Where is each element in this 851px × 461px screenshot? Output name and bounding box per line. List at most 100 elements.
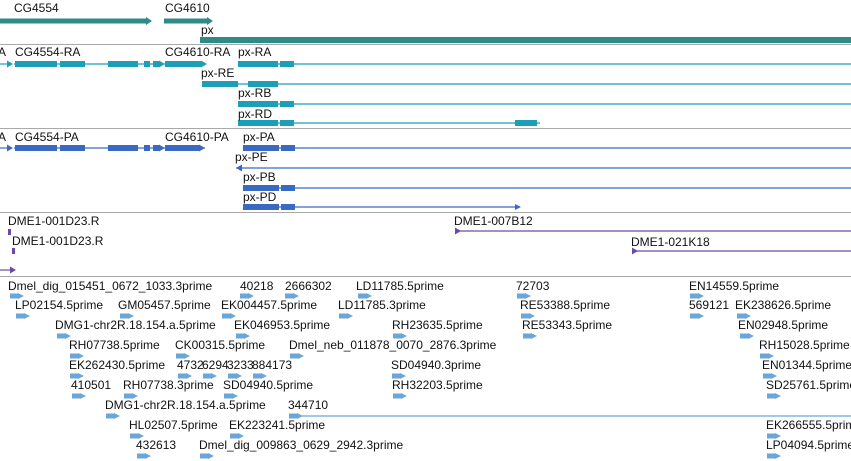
est-glyph[interactable] (393, 393, 401, 399)
est-3233-label[interactable]: 3233 (227, 358, 254, 372)
est-884173-label[interactable]: 884173 (252, 358, 293, 372)
est-glyph[interactable] (224, 393, 232, 399)
est-hl02507-5prime-label[interactable]: HL02507.5prime (129, 418, 218, 432)
est-glyph-arrow[interactable] (525, 293, 531, 299)
est-glyph-arrow[interactable] (775, 433, 781, 439)
est-glyph-arrow[interactable] (400, 373, 406, 379)
protein-px-pa-exon[interactable] (243, 145, 279, 151)
est-4732-label[interactable]: 4732 (177, 358, 204, 372)
transcript-a-edge-label[interactable]: A (0, 45, 7, 59)
protein-cg4610-pa-exon[interactable] (165, 145, 199, 151)
est-glyph[interactable] (222, 313, 230, 319)
est-glyph[interactable] (690, 293, 698, 299)
est-glyph[interactable] (176, 353, 184, 359)
est-glyph-arrow[interactable] (238, 433, 244, 439)
transcript-px-rd-exon[interactable] (515, 120, 537, 126)
est-glyph-arrow[interactable] (236, 373, 242, 379)
gene-cg4610-arrow[interactable] (207, 17, 213, 25)
est-ld11785-3prime-label[interactable]: LD11785.3prime (338, 298, 426, 312)
est-glyph-arrow[interactable] (748, 333, 754, 339)
est-glyph[interactable] (137, 453, 145, 459)
est-dmel-dig-009863-label[interactable]: Dmel_dig_009863_0629_2942.3prime (199, 438, 404, 452)
est-glyph-arrow[interactable] (529, 313, 535, 319)
gene-cg4610-label[interactable]: CG4610 (165, 1, 210, 15)
est-glyph-arrow[interactable] (211, 373, 217, 379)
est-glyph[interactable] (57, 333, 65, 339)
est-lp02154-5prime-label[interactable]: LP02154.5prime (15, 298, 104, 312)
transcript-px-ra-label[interactable]: px-RA (238, 45, 272, 59)
transcript-cg4554-ra-exon[interactable] (144, 61, 150, 67)
est-72703-label[interactable]: 72703 (516, 279, 550, 293)
est-glyph[interactable] (285, 293, 293, 299)
transcript-cg4610-ra-arrow[interactable] (201, 60, 207, 68)
est-glyph-arrow[interactable] (698, 313, 704, 319)
est-glyph[interactable] (240, 293, 248, 299)
transcript-px-ra-exon[interactable] (280, 61, 294, 67)
est-glyph-arrow[interactable] (401, 393, 407, 399)
protein-cg4554-pa-exon[interactable] (108, 145, 138, 151)
est-ek004457-5prime-label[interactable]: EK004457.5prime (221, 298, 318, 312)
transcript-cg4610-ra-exon[interactable] (165, 61, 201, 67)
transcript-px-rb-exon[interactable] (280, 101, 294, 107)
est-glyph-arrow[interactable] (80, 393, 86, 399)
est-glyph[interactable] (290, 353, 298, 359)
est-glyph-arrow[interactable] (145, 453, 151, 459)
est-432613-label[interactable]: 432613 (136, 438, 177, 452)
est-ld11785-5prime-label[interactable]: LD11785.5prime (356, 279, 444, 293)
est-ck00315-5prime-label[interactable]: CK00315.5prime (175, 338, 266, 352)
est-glyph[interactable] (740, 333, 748, 339)
est-glyph[interactable] (230, 433, 238, 439)
est-dmg1-chr2r-b-label[interactable]: DMG1-chr2R.18.154.a.5prime (105, 398, 266, 412)
est-glyph-arrow[interactable] (531, 333, 537, 339)
est-ek266555-5prime-label[interactable]: EK266555.5prime (766, 418, 851, 432)
est-glyph-arrow[interactable] (232, 393, 238, 399)
protein-px-pa-exon[interactable] (281, 145, 295, 151)
est-glyph-arrow[interactable] (775, 453, 781, 459)
est-glyph[interactable] (737, 313, 745, 319)
transcript-cg4554-ra-label[interactable]: CG4554-RA (15, 45, 81, 59)
est-glyph-arrow[interactable] (78, 373, 84, 379)
protein-px-pe-label[interactable]: px-PE (235, 150, 268, 164)
est-glyph[interactable] (523, 333, 531, 339)
clone-dme1-007b12-arrow[interactable] (455, 227, 461, 235)
est-glyph[interactable] (106, 413, 114, 419)
transcript-px-rb-label[interactable]: px-RB (238, 86, 272, 100)
protein-cg4554-pa-exon[interactable] (60, 145, 85, 151)
est-glyph[interactable] (521, 313, 529, 319)
clone-dme1-001d23-r-b-glyph[interactable] (12, 248, 15, 254)
est-gm05457-5prime-label[interactable]: GM05457.5prime (118, 298, 211, 312)
est-glyph[interactable] (760, 353, 768, 359)
est-rh07738-3prime-label[interactable]: RH07738.3prime (123, 378, 214, 392)
est-glyph[interactable] (236, 333, 244, 339)
est-glyph[interactable] (358, 293, 366, 299)
est-re53343-5prime-label[interactable]: RE53343.5prime (522, 318, 613, 332)
protein-a-edge-label[interactable]: A (0, 130, 7, 144)
est-glyph[interactable] (228, 373, 236, 379)
est-glyph[interactable] (130, 433, 138, 439)
protein-cg4554-pa-arrow[interactable] (159, 144, 165, 152)
protein-a-edge-arrow[interactable] (7, 144, 13, 152)
est-glyph[interactable] (200, 453, 208, 459)
est-glyph[interactable] (517, 293, 525, 299)
transcript-px-re-exon[interactable] (202, 81, 238, 87)
est-glyph-arrow[interactable] (293, 293, 299, 299)
est-en02948-5prime-label[interactable]: EN02948.5prime (738, 318, 829, 332)
est-glyph-arrow[interactable] (65, 333, 71, 339)
est-glyph[interactable] (120, 313, 128, 319)
est-sd04940-5prime-label[interactable]: SD04940.5prime (223, 378, 314, 392)
est-glyph-arrow[interactable] (24, 313, 30, 319)
protein-px-pd-exon[interactable] (243, 204, 279, 210)
protein-px-pe-arrow[interactable] (236, 164, 242, 172)
est-glyph[interactable] (392, 373, 400, 379)
est-glyph-arrow[interactable] (114, 413, 120, 419)
protein-px-pd-arrow[interactable] (515, 204, 521, 210)
est-glyph-arrow[interactable] (298, 353, 304, 359)
est-sd04940-3prime-label[interactable]: SD04940.3prime (391, 358, 482, 372)
est-glyph-arrow[interactable] (775, 393, 781, 399)
est-glyph[interactable] (70, 373, 78, 379)
protein-px-pd-label[interactable]: px-PD (243, 190, 277, 204)
gene-px-label[interactable]: px (201, 23, 214, 37)
est-lp04094-5prime-label[interactable]: LP04094.5prime (766, 438, 851, 452)
est-glyph-arrow[interactable] (401, 333, 407, 339)
transcript-cg4554-ra-arrow[interactable] (159, 60, 165, 68)
